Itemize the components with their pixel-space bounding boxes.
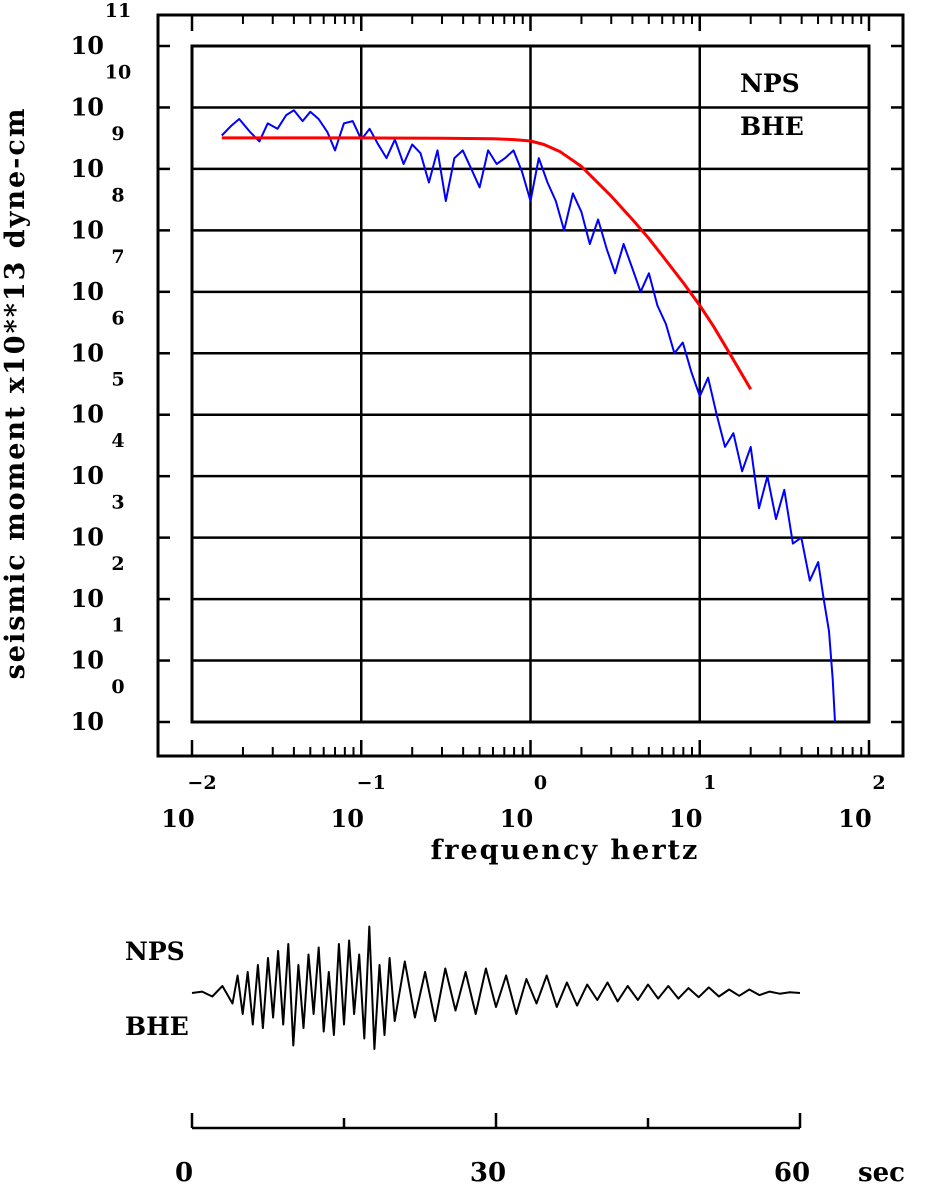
model-spectrum-line xyxy=(221,136,752,390)
y-tick-base: 10 xyxy=(71,154,104,183)
y-tick-base: 10 xyxy=(71,92,104,121)
y-tick-exponent: 9 xyxy=(111,123,124,145)
seismogram-station-label: NPS xyxy=(125,937,185,966)
x-tick-exponent: 2 xyxy=(872,772,885,794)
y-tick-exponent: 0 xyxy=(111,676,124,698)
y-tick-exponent: 8 xyxy=(111,184,124,206)
x-tick-exponent: 1 xyxy=(703,772,716,794)
seismogram-channel-label: BHE xyxy=(125,1012,189,1041)
y-tick-base: 10 xyxy=(71,277,104,306)
x-tick-exponent: −1 xyxy=(357,772,386,794)
y-tick-exponent: 5 xyxy=(111,369,124,391)
x-tick-base: 10 xyxy=(669,804,702,833)
x-tick-base: 10 xyxy=(500,804,533,833)
x-tick-base: 10 xyxy=(331,804,364,833)
y-tick-exponent: 11 xyxy=(105,0,131,22)
y-tick-base: 10 xyxy=(71,400,104,429)
y-tick-base: 10 xyxy=(71,215,104,244)
spectrum-station-label: NPS xyxy=(740,69,800,98)
time-axis-labels: 0 30 60 xyxy=(175,1158,810,1188)
x-tick-exponent: 0 xyxy=(534,772,547,794)
spectrum-series-layer xyxy=(221,109,836,723)
y-tick-base: 10 xyxy=(71,646,104,675)
spectrum-channel-label: BHE xyxy=(740,112,804,141)
y-tick-exponent: 3 xyxy=(111,492,124,514)
seismogram-layer xyxy=(191,925,801,1050)
observed-spectrum-line xyxy=(221,109,836,723)
y-tick-exponent: 6 xyxy=(111,307,124,329)
time-axis-ticks xyxy=(190,1113,802,1128)
time-tick-label: 30 xyxy=(470,1158,506,1184)
y-tick-exponent: 10 xyxy=(105,61,131,83)
y-tick-base: 10 xyxy=(71,461,104,490)
time-axis-unit: sec xyxy=(858,1158,905,1184)
time-tick-label: 60 xyxy=(774,1158,810,1184)
y-tick-base: 10 xyxy=(71,31,104,60)
y-tick-base: 10 xyxy=(71,707,104,736)
spectrum-grid xyxy=(158,15,903,756)
y-tick-base: 10 xyxy=(71,523,104,552)
y-tick-base: 10 xyxy=(71,338,104,367)
time-tick-label: 0 xyxy=(175,1158,193,1184)
seismogram-trace xyxy=(191,925,801,1050)
y-tick-exponent: 4 xyxy=(111,430,124,452)
x-tick-exponent: −2 xyxy=(187,772,216,794)
y-tick-exponent: 7 xyxy=(111,246,124,268)
y-axis-title: seismic moment x10**13 dyne-cm xyxy=(0,107,31,680)
y-tick-exponent: 1 xyxy=(111,615,124,637)
x-tick-base: 10 xyxy=(161,804,194,833)
y-tick-base: 10 xyxy=(71,584,104,613)
spectrum-minor-ticks xyxy=(241,15,863,756)
x-tick-base: 10 xyxy=(838,804,871,833)
x-axis-title: frequency hertz xyxy=(431,835,700,866)
y-tick-exponent: 2 xyxy=(111,553,124,575)
